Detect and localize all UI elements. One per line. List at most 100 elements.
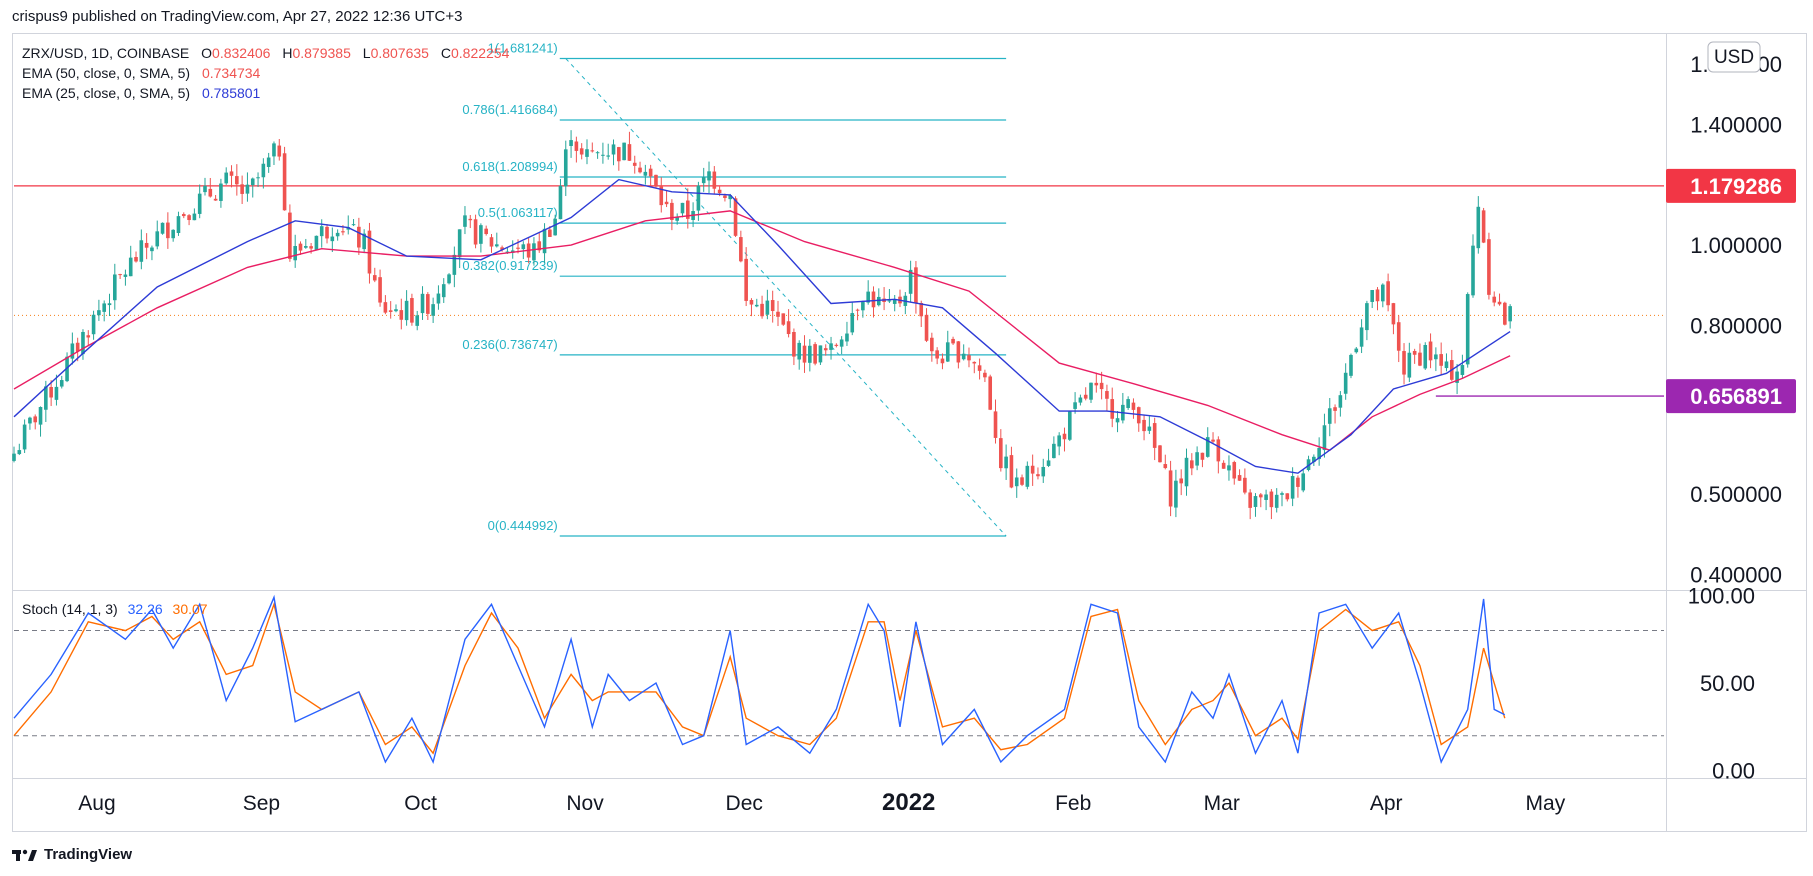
candle-body xyxy=(272,143,276,157)
tradingview-logo-text: TradingView xyxy=(44,846,133,863)
candle-body xyxy=(956,341,961,363)
candle-body xyxy=(659,186,664,206)
candle-body xyxy=(617,147,621,162)
candle-body xyxy=(1296,477,1300,487)
candle-body xyxy=(1126,399,1130,408)
candle-body xyxy=(1184,457,1189,487)
candle-body xyxy=(1407,352,1412,378)
time-tick-label: Dec xyxy=(726,792,763,815)
candle-body xyxy=(914,267,918,304)
candle-body xyxy=(357,226,361,248)
candle-body xyxy=(1089,382,1093,400)
stoch-k-line xyxy=(13,594,1506,765)
candle-body xyxy=(951,338,955,344)
fibonacci-retracement[interactable]: 1(1.681241) 0.786(1.416684) 0.618(1.208994… xyxy=(462,41,1007,537)
candle-body xyxy=(1083,394,1088,399)
candle-body xyxy=(1391,303,1396,325)
candle-body xyxy=(1205,437,1210,457)
candle-body xyxy=(1428,341,1433,361)
candle-body xyxy=(1476,206,1481,249)
candle-body xyxy=(802,345,807,363)
candle-body xyxy=(749,299,754,305)
candle-body xyxy=(834,344,839,346)
candle-body xyxy=(404,300,409,321)
candle-body xyxy=(542,228,547,254)
candle-body xyxy=(574,141,579,151)
candle-body xyxy=(171,229,175,239)
candle-body xyxy=(1264,494,1268,500)
candle-body xyxy=(457,229,462,258)
candle-body xyxy=(155,231,160,247)
candle-body xyxy=(1232,462,1237,479)
legend-ema50-label: EMA (50, close, 0, SMA, 5) xyxy=(22,65,190,81)
candle-body xyxy=(309,246,313,249)
svg-text:ZRX/USD, 1D, COINBASE: ZRX/USD, 1D, COINBASE O0.832406 H0.87938… xyxy=(22,45,510,61)
fib-trend-line[interactable] xyxy=(565,58,1007,537)
candle-body xyxy=(622,142,626,161)
time-tick-label: Feb xyxy=(1055,792,1091,815)
time-tick-label: Aug xyxy=(78,792,115,815)
ema50-line xyxy=(13,210,1511,451)
candle-body xyxy=(786,321,791,335)
candle-body xyxy=(75,342,80,352)
legend-high-value: 0.879385 xyxy=(292,45,351,61)
candle-body xyxy=(1020,477,1024,485)
candle-body xyxy=(86,335,91,338)
stoch-label: Stoch (14, 1, 3) xyxy=(22,601,118,617)
candle-body xyxy=(876,296,881,306)
fib-level-label: 0.618(1.208994) xyxy=(462,159,557,174)
candle-body xyxy=(1078,397,1083,403)
candle-body xyxy=(351,224,356,226)
candle-body xyxy=(712,171,717,189)
candle-body xyxy=(1062,433,1067,440)
candle-body xyxy=(1396,322,1401,351)
candle-body xyxy=(1423,344,1428,369)
candle-body xyxy=(28,417,32,424)
candle-body xyxy=(845,333,849,342)
candle-body xyxy=(203,185,207,193)
candle-body xyxy=(1471,245,1475,296)
candle-body xyxy=(463,215,467,227)
candle-body xyxy=(590,150,595,152)
candle-body xyxy=(447,274,451,284)
candle-body xyxy=(1094,382,1099,386)
candle-body xyxy=(1301,473,1306,491)
tradingview-logo[interactable]: TradingView xyxy=(12,846,132,863)
currency-badge[interactable]: USD xyxy=(1707,41,1761,73)
candle-body xyxy=(1004,456,1008,469)
candle-body xyxy=(441,284,446,298)
candle-body xyxy=(967,355,971,361)
candle-body xyxy=(22,424,27,450)
candle-body xyxy=(548,229,552,237)
candle-body xyxy=(1248,492,1252,508)
candle-body xyxy=(383,302,388,313)
candle-body xyxy=(1110,399,1115,419)
candle-body xyxy=(1365,303,1369,331)
candle-body xyxy=(855,309,860,311)
candle-body xyxy=(372,275,377,281)
key-levels xyxy=(14,185,1664,397)
candle-body xyxy=(1492,296,1497,303)
candle-body xyxy=(1041,466,1046,477)
price-axis: 1.8000001.4000001.0000000.8000000.500000… xyxy=(1666,52,1796,784)
legend-ema25-value: 0.785801 xyxy=(202,85,261,101)
candle-body xyxy=(1386,281,1390,306)
legend-low-value: 0.807635 xyxy=(371,45,430,61)
candle-body xyxy=(558,185,563,220)
candle-body xyxy=(1030,465,1035,474)
price-tick-label: 0.400000 xyxy=(1690,562,1782,587)
candle-body xyxy=(1258,494,1263,498)
candle-body xyxy=(871,291,876,308)
key-level-badge-label: 0.656891 xyxy=(1690,384,1782,409)
candle-body xyxy=(1381,284,1385,302)
candle-body xyxy=(1418,352,1422,366)
candle-body xyxy=(516,247,520,249)
time-tick-label: Sep xyxy=(243,792,280,815)
candle-body xyxy=(977,365,982,371)
candle-body xyxy=(192,213,197,221)
candle-body xyxy=(208,188,213,197)
candle-body xyxy=(627,144,632,161)
candle-body xyxy=(919,302,924,317)
candle-body xyxy=(484,228,488,235)
